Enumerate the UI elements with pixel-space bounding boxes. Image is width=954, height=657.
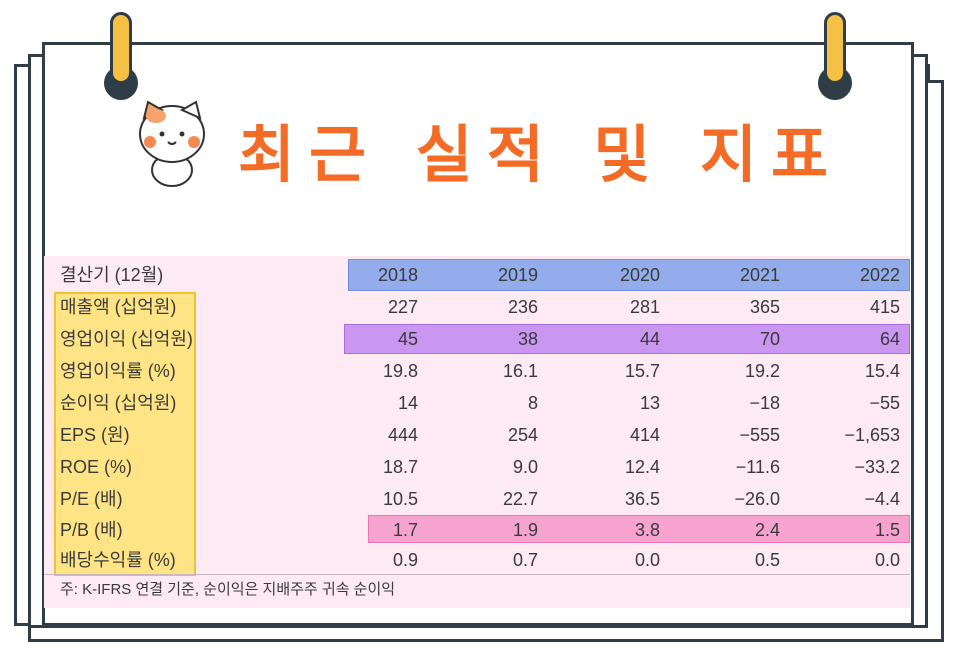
table-row: P/B (배) 1.7 1.9 3.8 2.4 1.5 (44, 514, 910, 546)
cell-value: 0.5 (754, 550, 780, 570)
header-label: 결산기 (12월) (60, 265, 164, 285)
cell-value: 1.9 (512, 520, 538, 540)
row-label: 매출액 (십억원) (60, 297, 177, 317)
cell-value: 1.5 (874, 520, 900, 540)
row-label: P/E (배) (60, 489, 123, 509)
cell-value: 15.7 (624, 361, 660, 381)
cell-value: 16.1 (502, 361, 538, 381)
cell-value: 2.4 (754, 520, 780, 540)
table-row: 순이익 (십억원) 14 8 13 −18 −55 (44, 387, 910, 419)
pb-ratio-highlight (368, 515, 910, 543)
financial-table: 결산기 (12월) 2018 2019 2020 2021 2022 매출액 (… (44, 256, 910, 608)
cell-value: 0.9 (392, 550, 418, 570)
table-row: 영업이익 (십억원) 45 38 44 70 64 (44, 323, 910, 355)
cell-value: 15.4 (864, 361, 900, 381)
cell-value: −26.0 (734, 489, 780, 509)
cell-value: 36.5 (624, 489, 660, 509)
cell-value: 14 (397, 393, 418, 413)
cell-value: 227 (387, 297, 418, 317)
table-row: 매출액 (십억원) 227 236 281 365 415 (44, 291, 910, 323)
year-header: 2019 (497, 265, 538, 285)
cell-value: 13 (639, 393, 660, 413)
cell-value: 38 (517, 329, 538, 349)
cell-value: 414 (629, 425, 660, 445)
cell-value: 0.0 (634, 550, 660, 570)
binder-clip-icon (824, 12, 846, 84)
cell-value: −33.2 (854, 457, 900, 477)
table-row: P/E (배) 10.5 22.7 36.5 −26.0 −4.4 (44, 483, 910, 515)
year-header: 2020 (619, 265, 660, 285)
cell-value: −4.4 (864, 489, 900, 509)
table-row: 배당수익률 (%) 0.9 0.7 0.0 0.5 0.0 (44, 544, 910, 576)
cell-value: 45 (397, 329, 418, 349)
row-label: 영업이익 (십억원) (60, 329, 193, 349)
cell-value: 64 (879, 329, 900, 349)
year-header: 2021 (739, 265, 780, 285)
cell-value: 0.0 (874, 550, 900, 570)
cat-mascot-icon (139, 100, 205, 187)
cell-value: 9.0 (512, 457, 538, 477)
cell-value: 254 (507, 425, 538, 445)
cell-value: 3.8 (634, 520, 660, 540)
row-label: 배당수익률 (%) (60, 550, 176, 570)
table-row: ROE (%) 18.7 9.0 12.4 −11.6 −33.2 (44, 451, 910, 483)
operating-profit-highlight (344, 324, 910, 354)
year-header: 2018 (377, 265, 418, 285)
cell-value: 22.7 (502, 489, 538, 509)
cell-value: 8 (527, 393, 538, 413)
row-label-highlight (54, 292, 196, 576)
cell-value: 0.7 (512, 550, 538, 570)
page-title: 최근 실적 및 지표 (238, 118, 843, 191)
cell-value: 415 (869, 297, 900, 317)
row-label: 영업이익률 (%) (60, 361, 176, 381)
cell-value: −555 (739, 425, 780, 445)
cell-value: 1.7 (392, 520, 418, 540)
year-header: 2022 (859, 265, 900, 285)
row-label: EPS (원) (60, 425, 130, 445)
cell-value: −1,653 (844, 425, 900, 445)
row-label: P/B (배) (60, 520, 123, 540)
cell-value: 19.2 (744, 361, 780, 381)
cell-value: 70 (759, 329, 780, 349)
row-label: 순이익 (십억원) (60, 393, 177, 413)
cell-value: −18 (749, 393, 780, 413)
cell-value: 18.7 (382, 457, 418, 477)
cell-value: 236 (507, 297, 538, 317)
binder-clip-icon (110, 12, 132, 84)
row-label: ROE (%) (60, 457, 132, 477)
table-divider (44, 574, 910, 575)
cell-value: 10.5 (382, 489, 418, 509)
cell-value: 19.8 (382, 361, 418, 381)
cell-value: 444 (387, 425, 418, 445)
table-header-row: 결산기 (12월) 2018 2019 2020 2021 2022 (44, 259, 910, 291)
cell-value: 365 (749, 297, 780, 317)
cell-value: 12.4 (624, 457, 660, 477)
table-row: EPS (원) 444 254 414 −555 −1,653 (44, 419, 910, 451)
cell-value: 281 (629, 297, 660, 317)
cell-value: −55 (869, 393, 900, 413)
year-header-highlight (348, 259, 910, 291)
table-row: 영업이익률 (%) 19.8 16.1 15.7 19.2 15.4 (44, 355, 910, 387)
cell-value: −11.6 (735, 457, 780, 477)
cell-value: 44 (639, 329, 660, 349)
table-footnote: 주: K-IFRS 연결 기준, 순이익은 지배주주 귀속 순이익 (60, 581, 396, 598)
